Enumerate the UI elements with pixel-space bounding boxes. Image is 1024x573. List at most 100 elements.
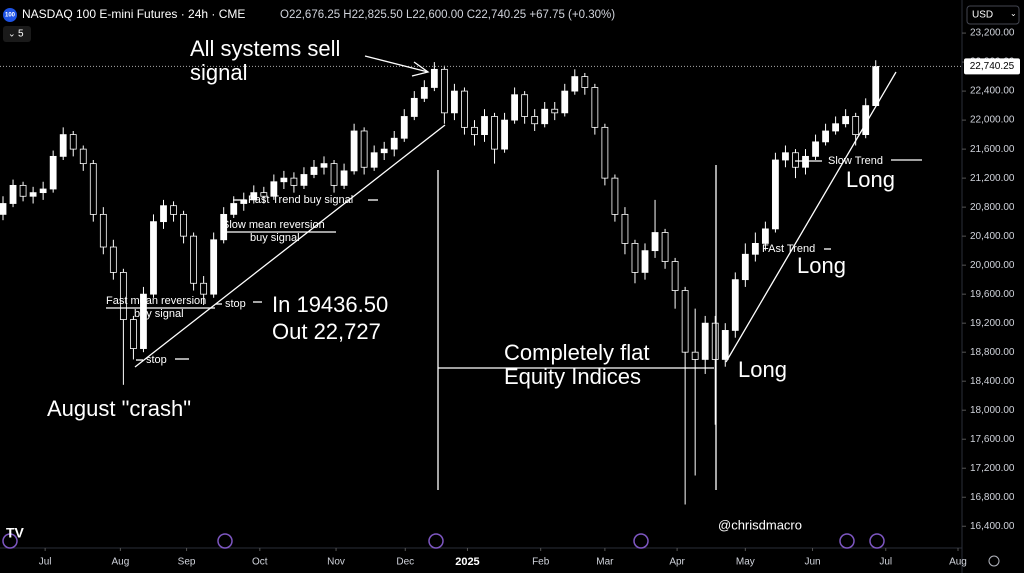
event-icons	[2, 533, 1000, 567]
candle-body	[511, 94, 519, 121]
candle-body	[721, 330, 729, 360]
candle-body	[741, 253, 749, 281]
candle-body	[180, 213, 187, 237]
y-tick-label: 16,800.00	[970, 492, 1015, 503]
interval-button[interactable]	[3, 26, 31, 42]
candle-body	[751, 242, 759, 255]
candle-body	[581, 76, 589, 88]
candle-body	[250, 192, 258, 201]
annotation: Long	[738, 357, 787, 382]
last-price-label: 22,740.25	[970, 61, 1015, 72]
y-tick-label: 18,400.00	[970, 376, 1015, 387]
candle-body	[0, 203, 7, 215]
x-tick-label: May	[736, 557, 755, 568]
currency-chevron: ⌄	[1010, 9, 1017, 18]
candle-body	[99, 213, 107, 248]
plot	[0, 60, 962, 505]
event-icon[interactable]	[633, 533, 649, 549]
event-icon[interactable]	[428, 533, 444, 549]
candle-body	[531, 116, 539, 125]
annotation: stop	[225, 298, 246, 310]
brand-logo: TV	[6, 525, 25, 541]
watermark: @chrisdmacro	[718, 517, 802, 532]
annotation: Equity Indices	[504, 364, 641, 389]
event-icon[interactable]	[2, 533, 18, 549]
candle-body	[290, 177, 298, 186]
x-tick-label: Jun	[804, 557, 820, 568]
trend-line	[725, 71, 897, 363]
event-icon[interactable]	[839, 533, 855, 549]
candle-body	[410, 97, 418, 117]
annotation: Fast mean reversion	[106, 295, 206, 307]
x-tick-label: Oct	[252, 557, 268, 568]
annotation: buy signal	[134, 308, 184, 320]
candle-body	[300, 174, 308, 186]
candle-body	[9, 184, 17, 204]
interval-text: 5	[18, 29, 24, 40]
candle-body	[761, 228, 769, 244]
candle-body	[832, 123, 840, 132]
candle-body	[380, 148, 388, 154]
y-tick-label: 16,400.00	[970, 521, 1015, 532]
y-tick-label: 19,200.00	[970, 318, 1015, 329]
y-tick-label: 18,000.00	[970, 405, 1015, 416]
candle-body	[280, 177, 288, 183]
candle-body	[350, 130, 358, 172]
event-icon[interactable]	[217, 533, 233, 549]
candle-body	[792, 152, 799, 168]
y-tick-label: 20,000.00	[970, 260, 1015, 271]
candle-body	[641, 250, 649, 273]
candle-body	[471, 126, 478, 136]
candle-body	[842, 116, 850, 125]
x-tick-label: Jul	[879, 557, 892, 568]
y-tick-label: 22,400.00	[970, 86, 1015, 97]
annotation: Completely flat	[504, 340, 650, 365]
last-price-badge	[964, 58, 1020, 75]
annotation: Long	[797, 253, 846, 278]
candle-body	[320, 163, 328, 168]
symbol-logo[interactable]	[3, 8, 17, 22]
candle-body	[772, 159, 779, 230]
candle-body	[69, 134, 77, 150]
annotation: Out 22,727	[272, 319, 381, 344]
arrow-head	[411, 61, 430, 77]
event-icon[interactable]	[869, 533, 885, 549]
candle-body	[491, 116, 498, 150]
annotation: FAst Trend	[762, 243, 815, 255]
trend-line	[134, 124, 446, 368]
x-tick-label: Jul	[39, 557, 52, 568]
candle-body	[601, 126, 609, 179]
candle-body	[170, 205, 177, 215]
candle-body	[310, 166, 318, 175]
candle-body	[220, 213, 228, 241]
symbol-title[interactable]: NASDAQ 100 E-mini Futures · 24h · CME	[22, 7, 245, 21]
currency-selector[interactable]	[966, 5, 1020, 25]
y-tick-label: 23,200.00	[970, 28, 1015, 39]
interval-chevron: ⌄	[8, 28, 16, 38]
candle-body	[130, 319, 137, 349]
y-tick-label: 21,200.00	[970, 173, 1015, 184]
annotation: Slow Trend	[828, 155, 883, 167]
candle-body	[230, 203, 238, 215]
candle-body	[370, 152, 378, 168]
symbol-logo-text: 100	[5, 13, 16, 19]
candle-body	[802, 155, 809, 168]
candle-body	[19, 184, 27, 197]
annotation: signal	[190, 60, 247, 85]
settings-icon[interactable]	[988, 555, 1000, 567]
drawings	[106, 55, 922, 490]
candle-body	[852, 116, 860, 136]
x-tick-label: Dec	[396, 557, 414, 568]
candle-body	[340, 170, 348, 186]
candle-body	[109, 246, 117, 273]
currency-text: USD	[972, 10, 993, 21]
candle-body	[360, 130, 368, 168]
candle-body	[782, 152, 789, 161]
candle-body	[731, 279, 739, 331]
candle-body	[701, 322, 709, 360]
candle-body	[872, 66, 880, 107]
candle-body	[330, 163, 338, 186]
candle-body	[681, 290, 689, 353]
candle-body	[210, 239, 218, 295]
